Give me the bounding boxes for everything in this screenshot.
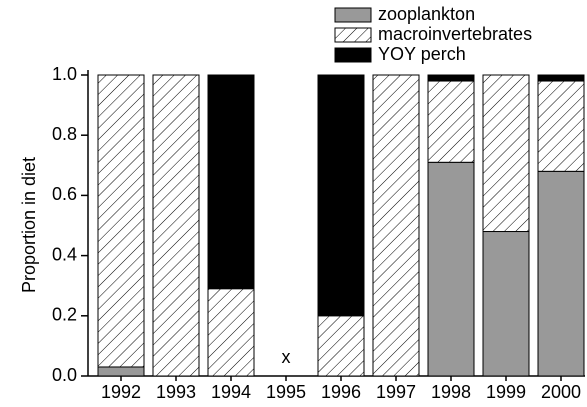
x-tick-label: 1997 [376, 382, 416, 402]
legend-label: macroinvertebrates [378, 24, 532, 44]
x-tick-label: 1996 [321, 382, 361, 402]
legend-label: YOY perch [378, 44, 466, 64]
bar-segment [207, 288, 255, 377]
bar-segment [482, 231, 530, 377]
bar-segment [537, 170, 585, 377]
bar-segment [97, 74, 145, 368]
bar-segment [317, 315, 365, 377]
legend-swatch [334, 7, 372, 23]
x-tick-label: 1999 [486, 382, 526, 402]
legend-swatch [334, 27, 372, 43]
bar-segment [207, 74, 255, 290]
bar-segment [537, 80, 585, 172]
bar-segment [372, 74, 420, 377]
y-tick-label: 0.4 [52, 244, 77, 264]
y-axis-label: Proportion in diet [19, 157, 39, 293]
y-tick-label: 0.2 [52, 305, 77, 325]
bar-segment [537, 74, 585, 82]
y-tick-label: 0.0 [52, 365, 77, 385]
x-tick-label: 1992 [101, 382, 141, 402]
x-tick-label: 2000 [541, 382, 581, 402]
bar-segment [152, 74, 200, 377]
bar-segment [317, 74, 365, 317]
x-tick-label: 1994 [211, 382, 251, 402]
x-tick-label: 1993 [156, 382, 196, 402]
y-tick-label: 0.8 [52, 124, 77, 144]
bar-segment [427, 80, 475, 163]
bar-segment [97, 366, 145, 377]
bar-segment [427, 161, 475, 377]
x-tick-label: 1998 [431, 382, 471, 402]
bar-segment [427, 74, 475, 82]
bar-segment [482, 74, 530, 233]
y-tick-label: 1.0 [52, 64, 77, 84]
legend-swatch [334, 47, 372, 63]
y-tick-label: 0.6 [52, 184, 77, 204]
legend-label: zooplankton [378, 4, 475, 24]
annotation: x [282, 347, 291, 367]
x-tick-label: 1995 [266, 382, 306, 402]
